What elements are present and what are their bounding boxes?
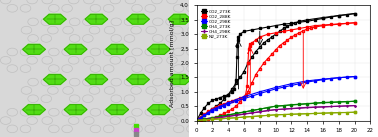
Polygon shape (127, 14, 149, 24)
Polygon shape (43, 14, 66, 24)
Polygon shape (168, 14, 191, 24)
Polygon shape (85, 14, 108, 24)
Polygon shape (64, 44, 87, 54)
Polygon shape (64, 105, 87, 115)
Y-axis label: Adsorbed amount [mmol/g]: Adsorbed amount [mmol/g] (170, 19, 175, 107)
Polygon shape (85, 75, 108, 84)
Polygon shape (106, 105, 129, 115)
Polygon shape (168, 75, 191, 84)
Polygon shape (23, 44, 45, 54)
FancyBboxPatch shape (0, 0, 189, 137)
Polygon shape (147, 44, 170, 54)
Polygon shape (147, 105, 170, 115)
Polygon shape (106, 44, 129, 54)
Legend: CO2_273K, CO2_288K, CO2_298K, CH4_273K, CH4_298K, N2_273K: CO2_273K, CO2_288K, CO2_298K, CH4_273K, … (199, 8, 233, 40)
Polygon shape (43, 75, 66, 84)
Polygon shape (127, 75, 149, 84)
Polygon shape (23, 105, 45, 115)
